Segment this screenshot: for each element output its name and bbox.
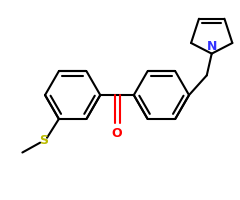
Text: S: S [40, 134, 48, 147]
Text: O: O [112, 127, 122, 140]
Text: N: N [207, 40, 217, 53]
